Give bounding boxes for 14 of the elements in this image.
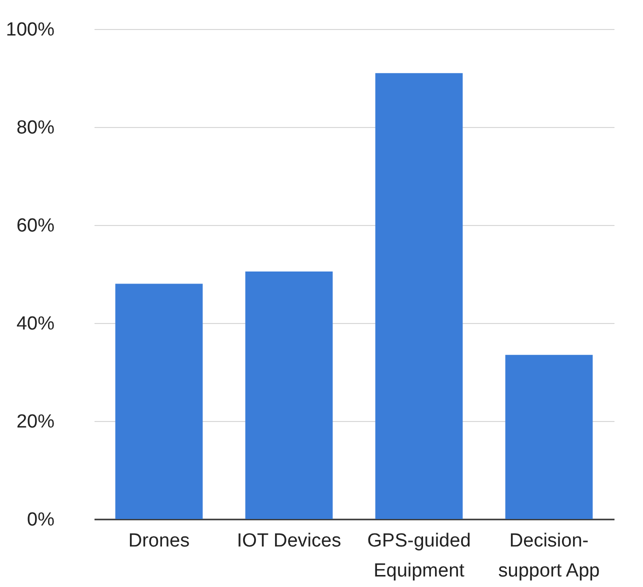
x-tick-label: Decision-support App	[498, 530, 600, 582]
x-tick-label: Drones	[128, 530, 190, 552]
bar	[245, 272, 333, 519]
bar	[505, 354, 593, 519]
bar	[375, 73, 463, 519]
y-tick-label: 20%	[16, 412, 55, 432]
bar	[115, 284, 203, 519]
x-tick-label: IOT Devices	[236, 530, 342, 552]
x-tick-label: GPS-guided Equipment	[367, 530, 471, 582]
y-tick-label: 80%	[16, 118, 55, 138]
y-tick-label: 0%	[27, 510, 55, 530]
y-tick-label: 100%	[6, 20, 55, 40]
y-tick-label: 60%	[16, 216, 55, 236]
y-tick-label: 40%	[16, 314, 55, 334]
